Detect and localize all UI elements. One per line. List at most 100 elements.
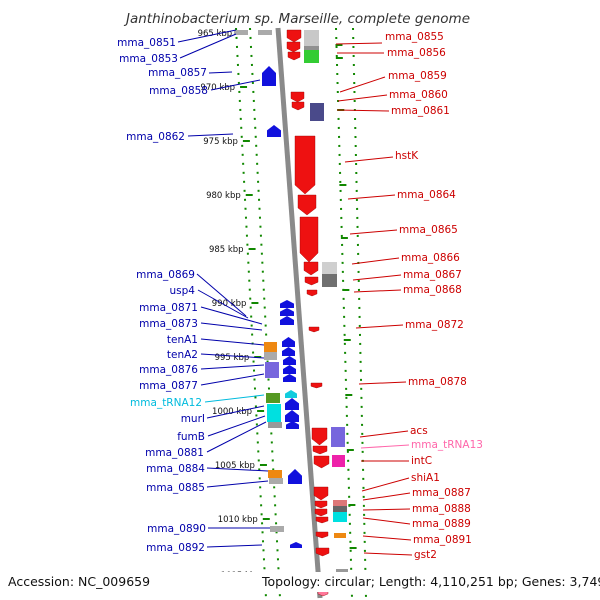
leader-line xyxy=(359,430,409,438)
gene-label-mma-trna12[interactable]: mma_tRNA12 xyxy=(130,397,202,409)
leader-line xyxy=(208,71,233,74)
forward-gene xyxy=(303,261,319,276)
gene-label-mma-0865[interactable]: mma_0865 xyxy=(399,224,458,236)
gene-label-mma-0890[interactable]: mma_0890 xyxy=(147,523,206,535)
dotted-track-2 xyxy=(249,27,281,599)
gene-label-mma-0858[interactable]: mma_0858 xyxy=(149,85,208,97)
forward-gene xyxy=(313,455,330,469)
gene-box-purple xyxy=(331,427,345,447)
leader-line xyxy=(352,274,402,281)
forward-gene xyxy=(286,41,301,53)
gene-labels: mma_0851 mma_0853 mma_0857 mma_0858 mma_0862… xyxy=(117,31,483,589)
gene-label-mma-0864[interactable]: mma_0864 xyxy=(397,189,456,201)
gene-box-navy xyxy=(310,103,324,121)
forward-gene xyxy=(310,382,323,389)
gene-label-mma-0891[interactable]: mma_0891 xyxy=(413,534,472,546)
gene-label-usp4[interactable]: usp4 xyxy=(170,285,196,297)
leader-line xyxy=(207,415,266,437)
gene-label-mma-0885[interactable]: mma_0885 xyxy=(146,482,205,494)
kbp-tick-label: 970 kbp xyxy=(200,83,235,93)
gene-label-shia1[interactable]: shiA1 xyxy=(411,472,440,484)
leader-line xyxy=(362,535,412,541)
gene-box-dark-grey xyxy=(304,46,319,50)
gene-label-fumb[interactable]: fumB xyxy=(177,431,205,443)
forward-gene xyxy=(291,101,305,111)
gene-label-mma-0860[interactable]: mma_0860 xyxy=(389,89,448,101)
leader-line xyxy=(361,477,410,492)
gene-label-mma-0866[interactable]: mma_0866 xyxy=(401,252,460,264)
forward-gene xyxy=(314,508,328,517)
forward-gene xyxy=(294,135,316,195)
gene-box-grey xyxy=(234,30,248,35)
gene-label-mma-0889[interactable]: mma_0889 xyxy=(412,518,471,530)
gene-box-grey xyxy=(304,30,319,46)
gene-label-mma-0873[interactable]: mma_0873 xyxy=(139,318,198,330)
gene-label-mma-0878[interactable]: mma_0878 xyxy=(408,376,467,388)
gene-label-mma-0856[interactable]: mma_0856 xyxy=(387,47,446,59)
gene-box-cyan xyxy=(267,404,281,422)
label-leader-lines xyxy=(177,29,413,583)
forward-gene xyxy=(315,516,329,524)
leader-line xyxy=(362,492,411,501)
gene-label-mma-0853[interactable]: mma_0853 xyxy=(119,53,178,65)
gene-label-mma-0851[interactable]: mma_0851 xyxy=(117,37,176,49)
gene-box-green xyxy=(266,393,280,403)
gene-label-mma-0857[interactable]: mma_0857 xyxy=(148,67,207,79)
gene-box-orange xyxy=(268,470,282,478)
footer-bg xyxy=(0,572,600,592)
forward-gene xyxy=(297,194,317,216)
gene-box-purple xyxy=(265,362,279,378)
gene-label-mma-0871[interactable]: mma_0871 xyxy=(139,302,198,314)
gene-label-gst2[interactable]: gst2 xyxy=(414,549,437,561)
leader-line xyxy=(196,273,247,317)
gene-label-mma-trna13[interactable]: mma_tRNA13 xyxy=(411,439,483,451)
map-title: Janthinobacterium sp. Marseille, complet… xyxy=(123,11,470,27)
leader-line xyxy=(200,353,265,359)
gene-label-mma-0867[interactable]: mma_0867 xyxy=(403,269,462,281)
gene-label-mma-0888[interactable]: mma_0888 xyxy=(412,503,471,515)
gene-label-mma-0862[interactable]: mma_0862 xyxy=(126,131,185,143)
gene-box-pink xyxy=(333,500,347,506)
gene-box-magenta xyxy=(332,455,345,467)
gene-box-grey xyxy=(258,30,272,35)
gene-label-mma-0859[interactable]: mma_0859 xyxy=(388,70,447,82)
forward-gene xyxy=(286,29,302,43)
reverse-gene xyxy=(285,398,299,410)
gene-label-mma-0861[interactable]: mma_0861 xyxy=(391,105,450,117)
forward-gene xyxy=(312,445,328,455)
gene-label-tena2[interactable]: tenA2 xyxy=(167,349,198,361)
leader-line xyxy=(362,508,411,511)
leader-line xyxy=(210,79,261,91)
gene-label-muri[interactable]: murI xyxy=(181,413,205,425)
gene-label-intc[interactable]: intC xyxy=(411,455,432,467)
leader-line xyxy=(336,109,390,112)
reverse-gene xyxy=(280,316,294,325)
gene-label-acs[interactable]: acs xyxy=(410,425,428,437)
forward-gene xyxy=(313,486,329,501)
reverse-gene xyxy=(288,469,302,484)
gene-label-tena1[interactable]: tenA1 xyxy=(167,334,198,346)
gene-label-mma-0884[interactable]: mma_0884 xyxy=(146,463,205,475)
kbp-tick-label: 980 kbp xyxy=(206,191,241,201)
gene-label-mma-0877[interactable]: mma_0877 xyxy=(139,380,198,392)
gene-label-mma-0855[interactable]: mma_0855 xyxy=(385,31,444,43)
forward-gene xyxy=(314,500,328,509)
leader-line xyxy=(335,42,383,45)
leader-line xyxy=(206,421,267,453)
gene-label-mma-0868[interactable]: mma_0868 xyxy=(403,284,462,296)
gene-label-mma-0887[interactable]: mma_0887 xyxy=(412,487,471,499)
gene-label-hstk[interactable]: hstK xyxy=(395,150,419,162)
forward-gene xyxy=(306,289,318,297)
leader-line xyxy=(339,76,386,93)
gene-label-mma-0881[interactable]: mma_0881 xyxy=(145,447,204,459)
gene-label-mma-0876[interactable]: mma_0876 xyxy=(139,364,198,376)
forward-gene xyxy=(304,276,319,286)
reverse-gene xyxy=(286,421,299,429)
gene-label-mma-0872[interactable]: mma_0872 xyxy=(405,319,464,331)
gene-label-mma-0892[interactable]: mma_0892 xyxy=(146,542,205,554)
gene-label-mma-0869[interactable]: mma_0869 xyxy=(136,269,195,281)
leader-line xyxy=(344,156,394,163)
reverse-gene xyxy=(262,66,276,86)
forward-gene xyxy=(308,326,320,333)
